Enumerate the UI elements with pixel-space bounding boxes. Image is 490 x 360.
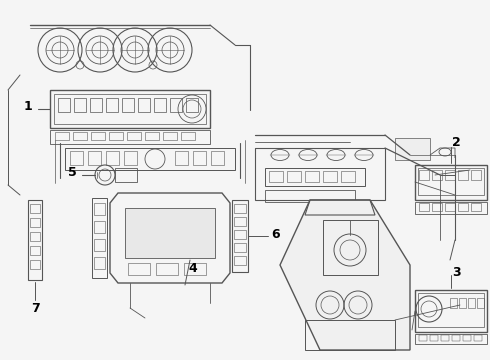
Bar	[305, 171, 319, 182]
Bar	[441, 335, 449, 341]
Text: 2: 2	[452, 136, 461, 149]
Bar	[55, 132, 69, 140]
Bar	[65, 148, 235, 170]
Bar	[170, 98, 182, 112]
Text: 7: 7	[31, 302, 39, 315]
Bar	[94, 203, 105, 215]
Bar	[73, 132, 87, 140]
Bar	[463, 335, 471, 341]
Bar	[432, 203, 442, 211]
Bar	[471, 170, 481, 180]
Bar	[474, 335, 482, 341]
Text: 4: 4	[189, 261, 197, 274]
Bar	[58, 98, 70, 112]
Bar	[419, 335, 427, 341]
Bar	[154, 98, 166, 112]
Bar	[287, 171, 301, 182]
Bar	[452, 335, 460, 341]
Bar	[30, 218, 40, 227]
Bar	[91, 132, 105, 140]
Bar	[395, 138, 430, 160]
Bar	[90, 98, 102, 112]
Bar	[92, 198, 107, 278]
Bar	[125, 208, 215, 258]
Bar	[445, 170, 455, 180]
Bar	[415, 334, 487, 344]
Polygon shape	[280, 200, 410, 350]
Bar	[94, 221, 105, 233]
Bar	[471, 203, 481, 211]
Bar	[163, 132, 177, 140]
Bar	[450, 298, 457, 308]
Bar	[445, 203, 455, 211]
Bar	[184, 263, 206, 275]
Bar	[415, 290, 487, 332]
Bar	[458, 203, 468, 211]
Bar	[30, 260, 40, 269]
Bar	[265, 168, 365, 186]
Bar	[193, 151, 206, 165]
Bar	[138, 98, 150, 112]
Bar	[234, 243, 246, 252]
Bar	[115, 168, 137, 182]
Bar	[415, 165, 487, 200]
Bar	[468, 298, 475, 308]
Bar	[305, 320, 395, 350]
Bar	[211, 151, 224, 165]
Bar	[232, 200, 248, 272]
Bar	[341, 171, 355, 182]
Bar	[458, 170, 468, 180]
Bar	[106, 98, 118, 112]
Bar	[323, 220, 378, 275]
Bar	[128, 263, 150, 275]
Bar	[88, 151, 101, 165]
Bar	[127, 132, 141, 140]
Bar	[186, 98, 198, 112]
Bar	[145, 132, 159, 140]
Bar	[269, 171, 283, 182]
Text: 5: 5	[68, 166, 76, 180]
Bar	[323, 171, 337, 182]
Bar	[181, 132, 195, 140]
Bar	[109, 132, 123, 140]
Bar	[50, 130, 210, 144]
Bar	[234, 256, 246, 265]
Bar	[106, 151, 119, 165]
Bar	[124, 151, 137, 165]
Bar	[30, 232, 40, 241]
Bar	[175, 151, 188, 165]
Bar	[94, 239, 105, 251]
Bar	[74, 98, 86, 112]
Bar	[419, 170, 429, 180]
Bar	[28, 200, 42, 280]
Bar	[419, 203, 429, 211]
Bar	[418, 168, 484, 195]
Text: 1: 1	[24, 100, 32, 113]
Bar	[418, 293, 484, 327]
Bar	[432, 170, 442, 180]
Bar	[234, 217, 246, 226]
Bar	[477, 298, 484, 308]
Bar	[459, 298, 466, 308]
Bar	[30, 246, 40, 255]
Text: 6: 6	[271, 228, 280, 240]
Bar	[94, 257, 105, 269]
Bar	[234, 230, 246, 239]
Bar	[156, 263, 178, 275]
Bar	[30, 204, 40, 213]
Bar	[265, 190, 355, 202]
Bar	[234, 204, 246, 213]
Bar	[430, 335, 438, 341]
Bar	[50, 90, 210, 128]
Bar	[122, 98, 134, 112]
Bar	[415, 202, 487, 214]
Bar	[70, 151, 83, 165]
Bar	[54, 94, 206, 124]
Text: 3: 3	[452, 266, 460, 279]
